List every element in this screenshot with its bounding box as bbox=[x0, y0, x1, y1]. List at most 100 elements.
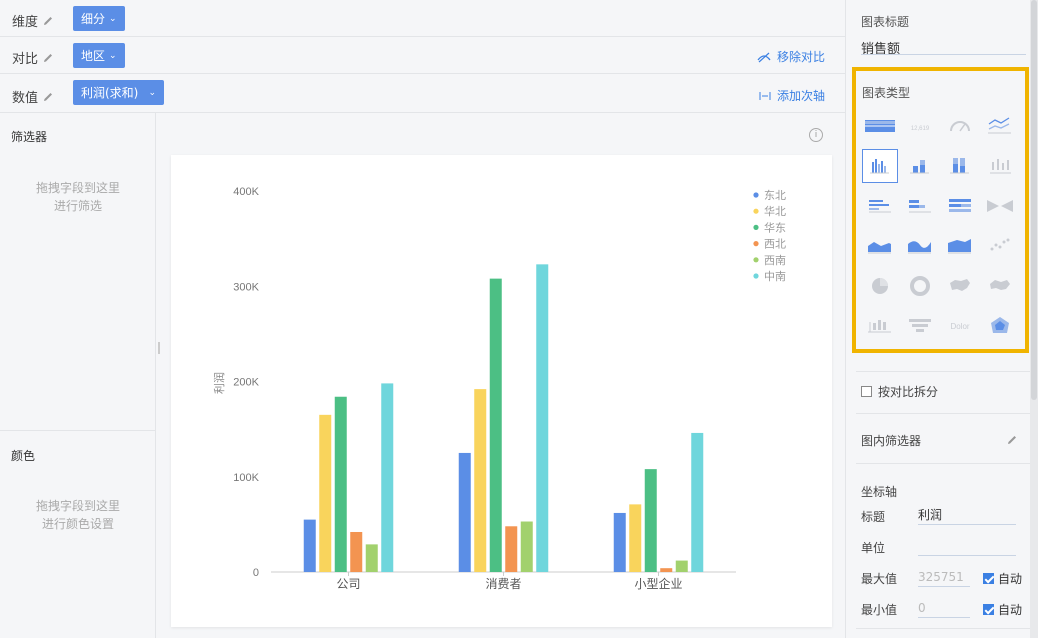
scatter-icon bbox=[990, 238, 1010, 251]
chart-type-pie[interactable] bbox=[862, 269, 898, 303]
pie-icon bbox=[872, 278, 888, 294]
remove-compare-icon bbox=[757, 52, 771, 62]
edit-pencil-icon[interactable] bbox=[42, 15, 54, 27]
area-chart-icon bbox=[868, 242, 891, 254]
edit-pencil-icon[interactable] bbox=[42, 52, 54, 64]
chart-type-horizontal-bar[interactable] bbox=[862, 189, 898, 223]
axis-title-input[interactable]: 利润 bbox=[918, 505, 1016, 525]
filled-map-icon bbox=[990, 280, 1010, 290]
min-input[interactable]: 0 bbox=[918, 598, 970, 618]
chart-type-horizontal-stacked-bar[interactable] bbox=[902, 189, 938, 223]
chart-type-filled-map[interactable] bbox=[982, 269, 1018, 303]
split-by-compare-row[interactable]: 按对比拆分 bbox=[861, 383, 938, 400]
chart-type-label: 图表类型 bbox=[862, 86, 911, 100]
chart-type-section: 图表类型 12,619 Dolor bbox=[852, 67, 1029, 353]
dimension-pill[interactable]: 细分 ⌄ bbox=[73, 6, 125, 31]
filter-panel-title: 筛选器 bbox=[11, 130, 48, 144]
legend-label: 西北 bbox=[764, 238, 786, 251]
separator bbox=[856, 463, 1031, 464]
filter-hint-line2: 进行筛选 bbox=[53, 199, 102, 213]
chevron-down-icon: ⌄ bbox=[109, 13, 117, 24]
chart-title-label: 图表标题 bbox=[861, 15, 910, 29]
chart-type-area-chart[interactable] bbox=[862, 229, 898, 263]
chart-type-stacked-area[interactable] bbox=[902, 229, 938, 263]
value-label-text: 数值 bbox=[12, 91, 39, 106]
max-auto-row[interactable]: 自动 bbox=[983, 570, 1022, 587]
funnel-icon bbox=[909, 319, 931, 332]
stacked-area-icon bbox=[908, 241, 931, 254]
min-auto-label: 自动 bbox=[998, 603, 1023, 617]
chart-type-boxplot[interactable] bbox=[862, 309, 898, 343]
max-auto-checkbox[interactable] bbox=[983, 573, 994, 584]
chart-type-ribbon[interactable] bbox=[982, 189, 1018, 223]
chart-type-donut[interactable] bbox=[902, 269, 938, 303]
legend-marker bbox=[753, 192, 759, 198]
split-by-compare-checkbox[interactable] bbox=[861, 386, 872, 397]
bar bbox=[505, 526, 518, 572]
info-icon[interactable]: i bbox=[809, 128, 823, 142]
value-label: 数值 bbox=[12, 87, 54, 106]
axis-title-label: 标题 bbox=[861, 510, 886, 524]
chart-type-line-chart[interactable] bbox=[982, 109, 1018, 143]
bar bbox=[334, 396, 347, 572]
chart-type-table[interactable] bbox=[862, 109, 898, 143]
table-icon bbox=[865, 120, 895, 132]
dimension-label-text: 维度 bbox=[12, 15, 39, 30]
edit-pencil-icon[interactable] bbox=[1006, 434, 1018, 446]
unit-label: 单位 bbox=[861, 541, 886, 555]
chart-type-horizontal-percent-bar[interactable] bbox=[942, 189, 978, 223]
min-auto-checkbox[interactable] bbox=[983, 604, 994, 615]
filter-drop-zone[interactable]: 拖拽字段到这里 进行筛选 bbox=[0, 179, 156, 215]
chart-type-scatter[interactable] bbox=[982, 229, 1018, 263]
color-drop-zone[interactable]: 拖拽字段到这里 进行颜色设置 bbox=[0, 497, 156, 533]
chart-type-word-cloud[interactable]: Dolor bbox=[942, 309, 978, 343]
y-tick-label: 400K bbox=[233, 186, 259, 198]
min-auto-row[interactable]: 自动 bbox=[983, 601, 1022, 618]
bar bbox=[319, 414, 332, 572]
x-tick-label: 公司 bbox=[336, 577, 360, 591]
scrollbar-thumb[interactable] bbox=[1031, 0, 1037, 400]
max-input[interactable]: 325751 bbox=[918, 567, 970, 587]
bar bbox=[644, 469, 657, 572]
scrollbar[interactable] bbox=[1030, 0, 1038, 638]
bar bbox=[303, 519, 316, 572]
remove-compare-button[interactable]: 移除对比 bbox=[757, 48, 825, 65]
chart-type-kpi-number[interactable]: 12,619 bbox=[902, 109, 938, 143]
chart-type-gauge[interactable] bbox=[942, 109, 978, 143]
horizontal-percent-bar-icon bbox=[949, 199, 971, 212]
separator bbox=[856, 371, 1031, 372]
dimension-pill-text: 细分 bbox=[81, 12, 106, 26]
horizontal-stacked-bar-icon bbox=[909, 200, 931, 213]
y-tick-label: 200K bbox=[233, 377, 259, 389]
color-hint-line1: 拖拽字段到这里 bbox=[35, 499, 120, 513]
compare-pill[interactable]: 地区 ⌄ bbox=[73, 43, 125, 68]
legend-label: 东北 bbox=[764, 189, 786, 202]
legend-label: 西南 bbox=[764, 254, 786, 267]
chart-title-input[interactable]: 销售额 bbox=[861, 42, 901, 57]
chart-type-grouped-bar[interactable] bbox=[862, 149, 898, 183]
chart-type-percent-area[interactable] bbox=[942, 229, 978, 263]
chart-type-funnel[interactable] bbox=[902, 309, 938, 343]
horizontal-bar-icon bbox=[869, 200, 891, 213]
resize-handle[interactable] bbox=[158, 342, 160, 354]
legend-marker bbox=[753, 241, 759, 247]
separator bbox=[856, 628, 1031, 629]
value-pill[interactable]: 利润(求和) ⌄ bbox=[73, 80, 164, 105]
radar-icon bbox=[991, 317, 1009, 333]
add-secondary-axis-button[interactable]: 添加次轴 bbox=[759, 87, 825, 104]
chart-type-radar[interactable] bbox=[982, 309, 1018, 343]
percent-stacked-bar-icon bbox=[950, 158, 969, 174]
y-axis-label: 利润 bbox=[212, 372, 226, 394]
chart-type-grid: 12,619 Dolor bbox=[862, 109, 1022, 349]
chart-type-stacked-bar[interactable] bbox=[902, 149, 938, 183]
unit-input[interactable] bbox=[918, 536, 1016, 556]
inner-filter-label: 图内筛选器 bbox=[861, 434, 922, 448]
bar bbox=[350, 531, 363, 572]
legend-marker bbox=[753, 257, 759, 263]
chart-type-map[interactable] bbox=[942, 269, 978, 303]
chart-type-range-bar[interactable] bbox=[982, 149, 1018, 183]
edit-pencil-icon[interactable] bbox=[42, 91, 54, 103]
chart-type-percent-stacked-bar[interactable] bbox=[942, 149, 978, 183]
